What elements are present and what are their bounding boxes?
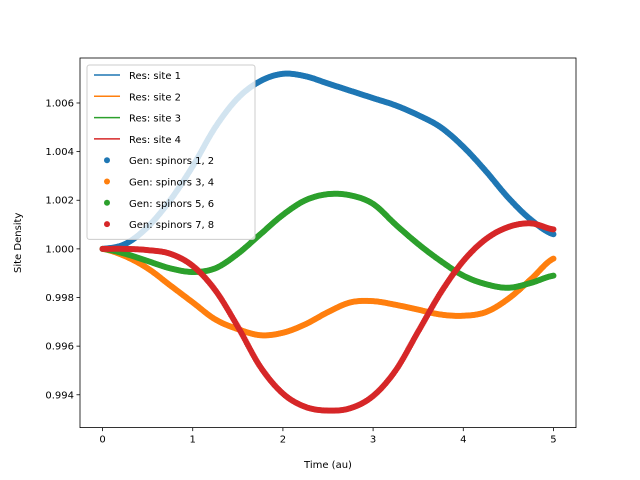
scatter-series-4 bbox=[99, 220, 557, 414]
y-tick-label: 1.006 bbox=[45, 98, 74, 109]
y-tick-label: 0.998 bbox=[45, 293, 74, 304]
scatter-point bbox=[550, 226, 557, 233]
legend: Res: site 1 Res: site 2 Res: site 3 Res: si… bbox=[86, 64, 256, 240]
x-tick-label: 4 bbox=[460, 435, 466, 446]
scatter-point bbox=[550, 255, 557, 262]
y-tick-label: 0.994 bbox=[45, 390, 74, 401]
legend-label: Res: site 4 bbox=[129, 135, 181, 146]
y-tick-label: 1.002 bbox=[45, 196, 74, 207]
legend-label: Res: site 3 bbox=[129, 114, 181, 125]
legend-label: Gen: spinors 7, 8 bbox=[129, 220, 214, 231]
x-axis-label: Time (au) bbox=[303, 460, 352, 471]
y-axis: 0.994 0.996 0.998 1.000 1.002 1.004 1.006 bbox=[45, 98, 80, 401]
x-tick-label: 2 bbox=[280, 435, 286, 446]
legend-item: Res: site 4 bbox=[94, 135, 181, 146]
legend-item: Gen: spinors 1, 2 bbox=[104, 156, 214, 167]
x-tick-label: 3 bbox=[370, 435, 376, 446]
legend-box bbox=[86, 64, 256, 240]
y-axis-label: Site Density bbox=[13, 213, 24, 273]
legend-item: Res: site 1 bbox=[94, 71, 181, 82]
legend-item: Res: site 2 bbox=[94, 92, 181, 103]
legend-marker-swatch bbox=[104, 199, 110, 206]
legend-item: Gen: spinors 7, 8 bbox=[104, 220, 214, 231]
x-axis: 0 1 2 3 4 5 bbox=[99, 427, 557, 446]
legend-label: Gen: spinors 5, 6 bbox=[129, 199, 214, 210]
legend-marker-swatch bbox=[104, 178, 110, 185]
axes-frame bbox=[79, 57, 577, 429]
legend-item: Res: site 3 bbox=[94, 114, 181, 125]
legend-label: Gen: spinors 3, 4 bbox=[129, 178, 214, 189]
y-tick-label: 1.000 bbox=[45, 244, 74, 255]
legend-item: Gen: spinors 3, 4 bbox=[104, 178, 214, 189]
x-tick-label: 0 bbox=[99, 435, 105, 446]
legend-label: Res: site 2 bbox=[129, 92, 181, 103]
y-tick-label: 0.996 bbox=[45, 342, 74, 353]
x-tick-label: 1 bbox=[190, 435, 196, 446]
x-tick-label: 5 bbox=[550, 435, 556, 446]
y-tick-label: 1.004 bbox=[45, 147, 74, 158]
legend-marker-swatch bbox=[104, 157, 110, 164]
legend-label: Gen: spinors 1, 2 bbox=[129, 156, 214, 167]
legend-item: Gen: spinors 5, 6 bbox=[104, 199, 214, 210]
legend-marker-swatch bbox=[104, 221, 110, 228]
legend-label: Res: site 1 bbox=[129, 71, 181, 82]
scatter-point bbox=[550, 272, 557, 279]
scatter-point bbox=[550, 231, 557, 238]
scatter-series-2 bbox=[99, 245, 557, 339]
